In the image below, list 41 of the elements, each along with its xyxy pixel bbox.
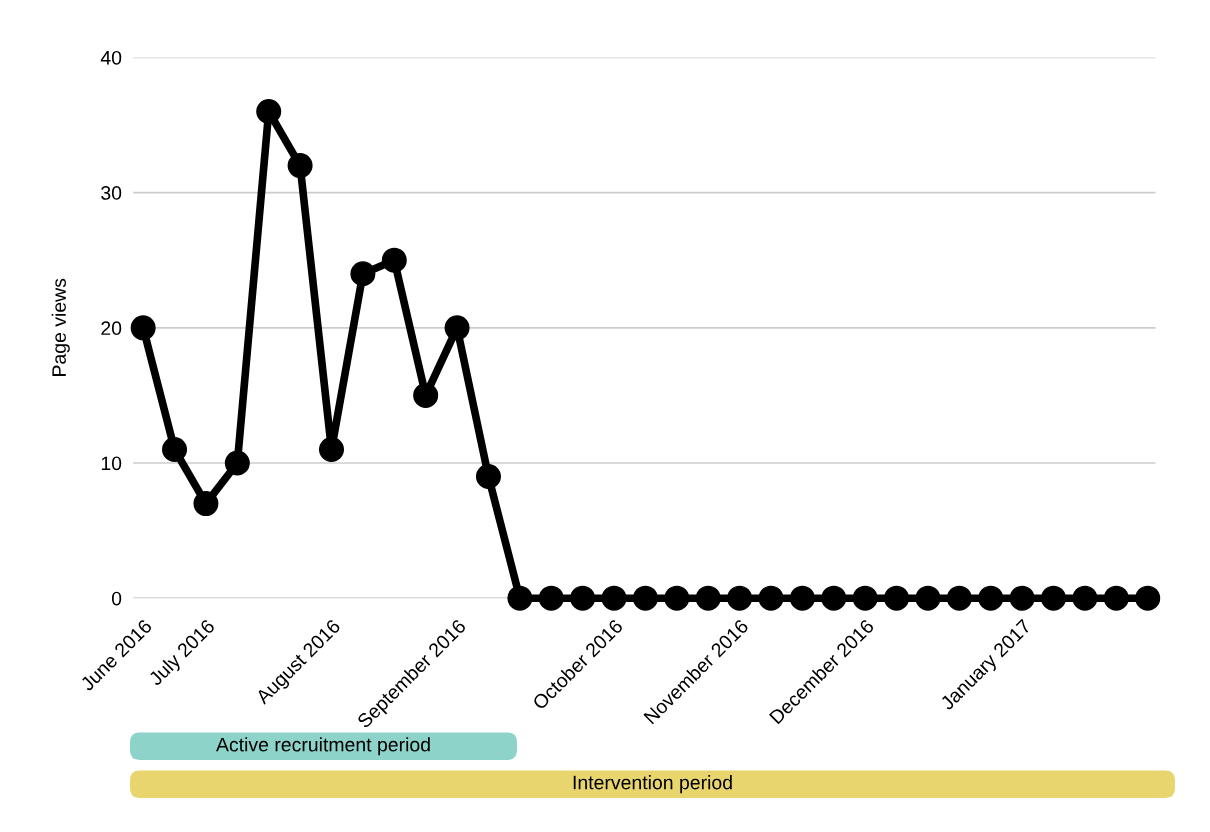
point — [570, 585, 596, 611]
point — [413, 382, 439, 408]
point — [224, 450, 250, 476]
point — [695, 585, 721, 611]
point — [632, 585, 658, 611]
y-tick-label: 0 — [111, 591, 122, 606]
point — [758, 585, 784, 611]
point — [256, 98, 282, 124]
point — [538, 585, 564, 611]
point — [1103, 585, 1129, 611]
point — [507, 585, 533, 611]
point — [162, 436, 188, 462]
text: Active recruitment period — [216, 737, 430, 756]
point — [381, 247, 407, 273]
point — [475, 464, 501, 490]
y-tick-label: 10 — [101, 456, 122, 471]
point — [915, 585, 941, 611]
point — [789, 585, 815, 611]
point — [978, 585, 1004, 611]
point — [1009, 585, 1035, 611]
point — [1072, 585, 1098, 611]
point — [884, 585, 910, 611]
point — [664, 585, 690, 611]
y-tick-label: 30 — [101, 186, 122, 200]
point — [444, 315, 470, 341]
point — [946, 585, 972, 611]
point — [1135, 585, 1161, 611]
y-tick-label: 40 — [100, 50, 122, 65]
point — [821, 585, 847, 611]
y-axis-title: Page views — [51, 278, 70, 376]
point — [193, 491, 219, 517]
point — [318, 436, 345, 462]
point — [287, 153, 313, 179]
point — [350, 261, 376, 287]
point — [130, 315, 156, 341]
point — [601, 585, 627, 611]
point — [1041, 585, 1067, 611]
point — [727, 585, 753, 611]
text: Intervention period — [573, 775, 732, 794]
point — [852, 585, 878, 611]
y-tick-label: 20 — [101, 321, 122, 336]
